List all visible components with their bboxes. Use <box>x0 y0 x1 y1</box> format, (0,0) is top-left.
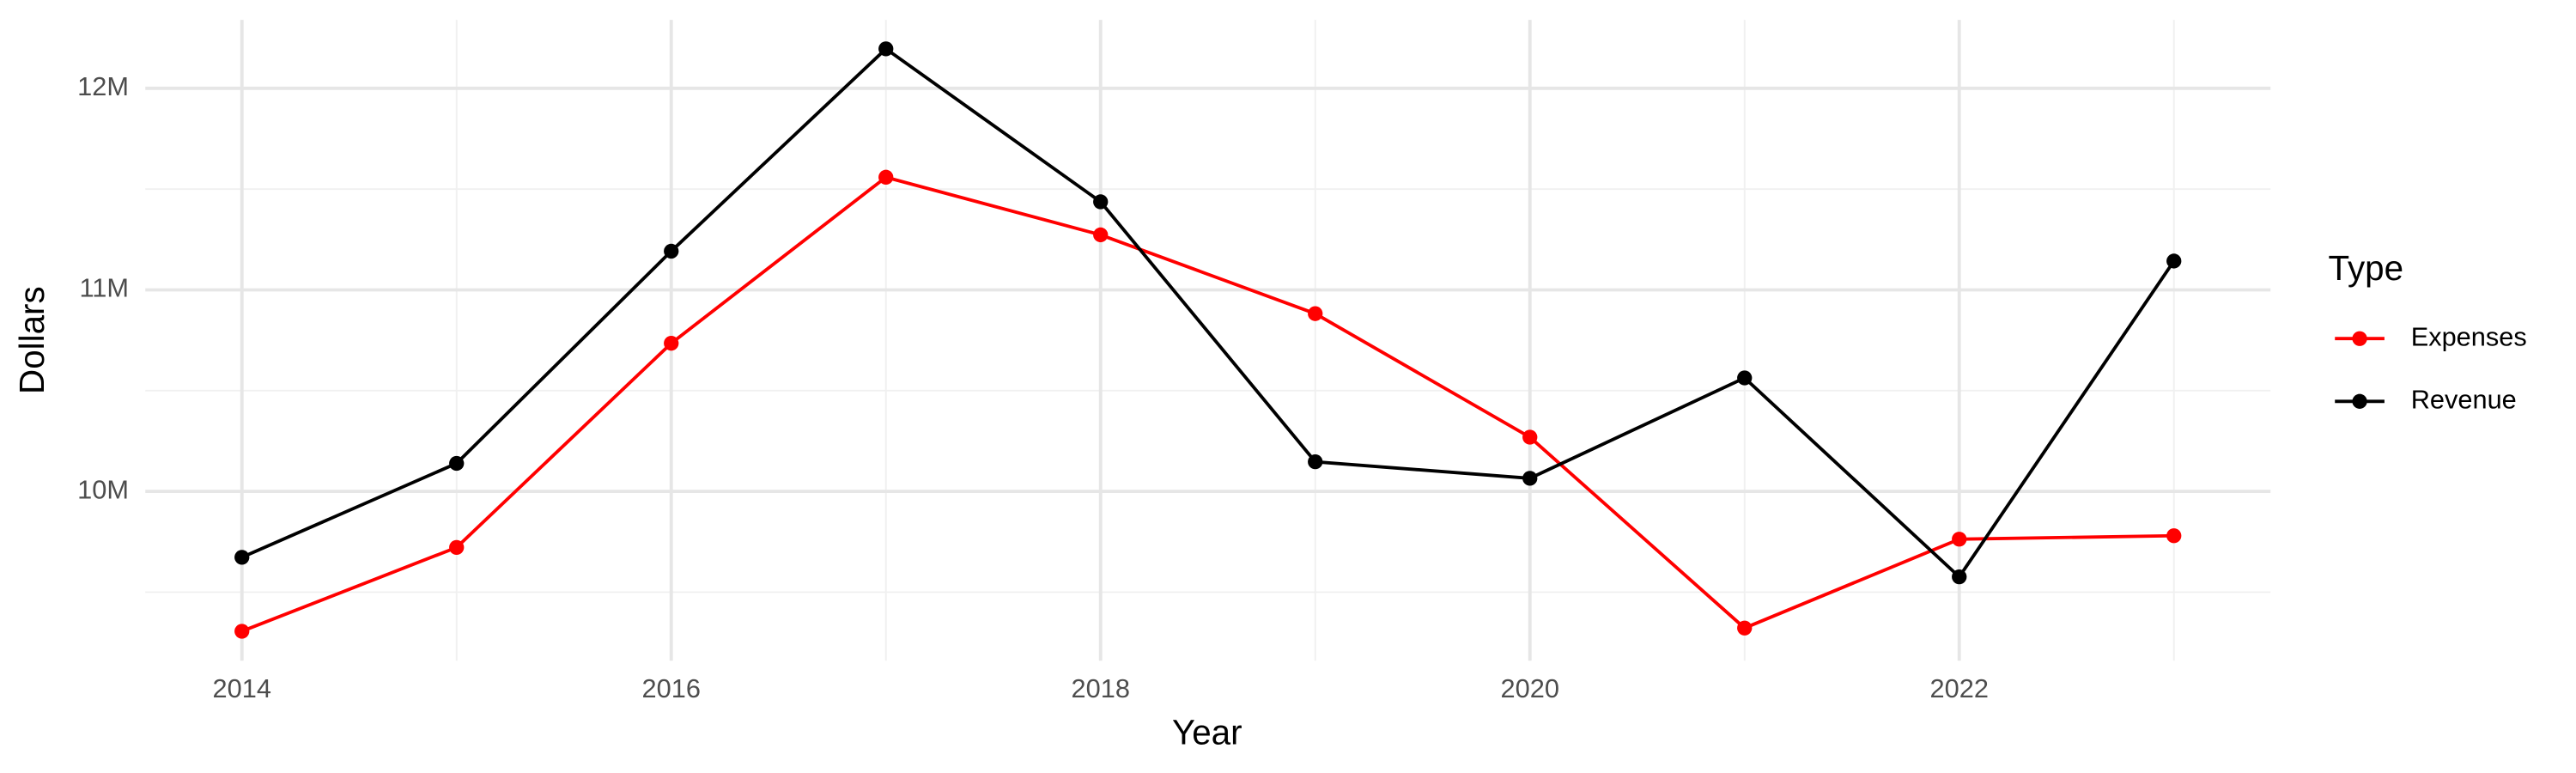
series-line <box>240 46 2176 580</box>
x-tick-label: 2014 <box>213 673 271 703</box>
data-point <box>234 624 250 639</box>
data-point <box>664 336 679 351</box>
y-axis-label: Dollars <box>12 286 52 394</box>
data-point <box>878 41 894 57</box>
data-point <box>1522 429 1538 445</box>
y-tick-label: 10M <box>77 474 129 504</box>
data-point <box>1093 227 1109 243</box>
data-point <box>449 455 465 472</box>
legend-label: Revenue <box>2411 384 2517 414</box>
legend-title: Type <box>2329 248 2404 288</box>
data-point <box>1952 532 1967 547</box>
data-point <box>2166 253 2182 269</box>
legend-label: Expenses <box>2411 321 2527 351</box>
y-tick-label: 12M <box>77 71 129 101</box>
legend-key-point <box>2352 393 2367 409</box>
data-point <box>1737 370 1753 386</box>
data-point <box>2166 528 2182 544</box>
data-point <box>1308 453 1323 470</box>
data-point <box>234 550 250 565</box>
x-tick-label: 2018 <box>1072 673 1130 703</box>
data-point <box>878 169 894 185</box>
data-point <box>1308 306 1323 321</box>
x-tick-label: 2016 <box>642 673 701 703</box>
legend-key-point <box>2352 331 2367 346</box>
data-point <box>1522 471 1538 486</box>
x-tick-label: 2020 <box>1501 673 1559 703</box>
data-point <box>1952 569 1967 585</box>
data-point <box>1737 620 1753 636</box>
data-point <box>664 243 679 259</box>
x-axis-label: Year <box>1172 712 1242 752</box>
x-tick-label: 2022 <box>1930 673 1989 703</box>
y-tick-label: 11M <box>79 273 129 303</box>
series-line <box>241 175 2174 633</box>
data-point <box>449 539 465 556</box>
data-point <box>1093 194 1109 210</box>
